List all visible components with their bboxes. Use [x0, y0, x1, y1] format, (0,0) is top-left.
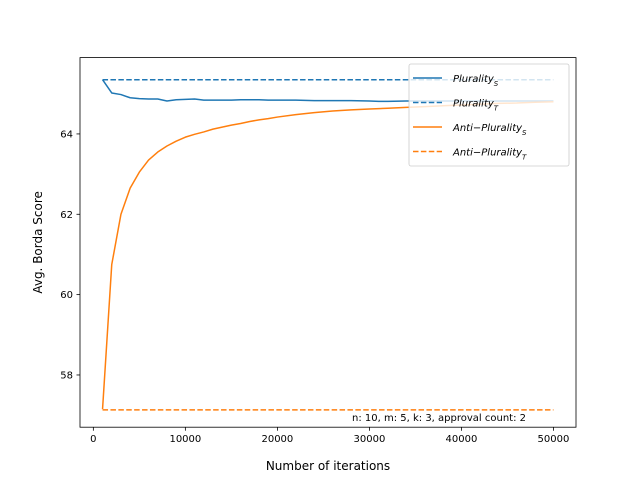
- legend-label-2: Anti−PluralityS: [452, 123, 527, 137]
- x-tick-label: 10000: [169, 434, 201, 445]
- y-tick-label: 60: [60, 290, 73, 301]
- plot-area-frame: [79, 57, 577, 428]
- x-tick-label: 40000: [446, 434, 478, 445]
- y-tick-label: 58: [60, 370, 73, 381]
- x-axis-title: Number of iterations: [266, 459, 390, 473]
- legend-label-3: Anti−PluralityT: [452, 148, 527, 162]
- x-tick-label: 0: [90, 434, 96, 445]
- legend-label-0: PluralityS: [453, 74, 499, 88]
- legend-subscript: T: [494, 105, 499, 113]
- ticks-layer: 0 10000 20000 30000 40000 50000 58 60 62 64: [60, 129, 569, 445]
- chart-annotation: n: 10, m: 5, k: 3, approval count: 2: [352, 413, 526, 424]
- legend-subscript: T: [522, 154, 527, 162]
- x-tick-label: 50000: [538, 434, 570, 445]
- legend-label-1: PluralityT: [453, 99, 499, 113]
- legend-subscript: S: [522, 129, 527, 137]
- y-axis-title: Avg. Borda Score: [31, 191, 45, 294]
- x-tick-label: 20000: [261, 434, 293, 445]
- legend-subscript: S: [494, 80, 499, 88]
- y-tick-label: 62: [60, 210, 73, 221]
- legend: PluralityS PluralityT Anti−PluralityS Anti−…: [408, 63, 570, 167]
- y-tick-label: 64: [60, 129, 73, 140]
- x-tick-label: 30000: [354, 434, 386, 445]
- legend-box: [408, 63, 570, 167]
